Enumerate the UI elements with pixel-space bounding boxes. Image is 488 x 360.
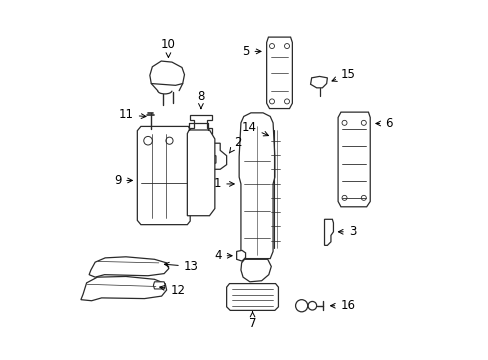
- Text: 7: 7: [248, 312, 256, 330]
- Polygon shape: [226, 284, 278, 310]
- Text: 1: 1: [213, 177, 234, 190]
- Text: 11: 11: [119, 108, 146, 121]
- Text: 2: 2: [229, 136, 241, 153]
- Polygon shape: [310, 76, 326, 88]
- Text: 9: 9: [114, 174, 132, 187]
- Text: 12: 12: [160, 284, 185, 297]
- Text: 10: 10: [161, 38, 176, 58]
- Text: 4: 4: [214, 249, 232, 262]
- Polygon shape: [89, 257, 168, 277]
- Polygon shape: [190, 115, 211, 134]
- Polygon shape: [337, 112, 369, 207]
- Polygon shape: [137, 126, 190, 225]
- Polygon shape: [153, 282, 165, 289]
- Text: 3: 3: [338, 225, 355, 238]
- Polygon shape: [149, 61, 184, 85]
- Text: 5: 5: [242, 45, 261, 58]
- Text: 15: 15: [331, 68, 355, 81]
- Text: 14: 14: [241, 121, 268, 136]
- Polygon shape: [187, 130, 214, 216]
- Text: 8: 8: [197, 90, 204, 108]
- Polygon shape: [266, 37, 292, 109]
- Polygon shape: [239, 113, 274, 258]
- Text: 13: 13: [164, 260, 198, 273]
- Polygon shape: [241, 259, 271, 282]
- Polygon shape: [209, 143, 226, 169]
- Text: 6: 6: [375, 117, 392, 130]
- Polygon shape: [324, 219, 333, 246]
- Polygon shape: [236, 250, 245, 261]
- Polygon shape: [81, 276, 166, 301]
- Text: 16: 16: [330, 299, 354, 312]
